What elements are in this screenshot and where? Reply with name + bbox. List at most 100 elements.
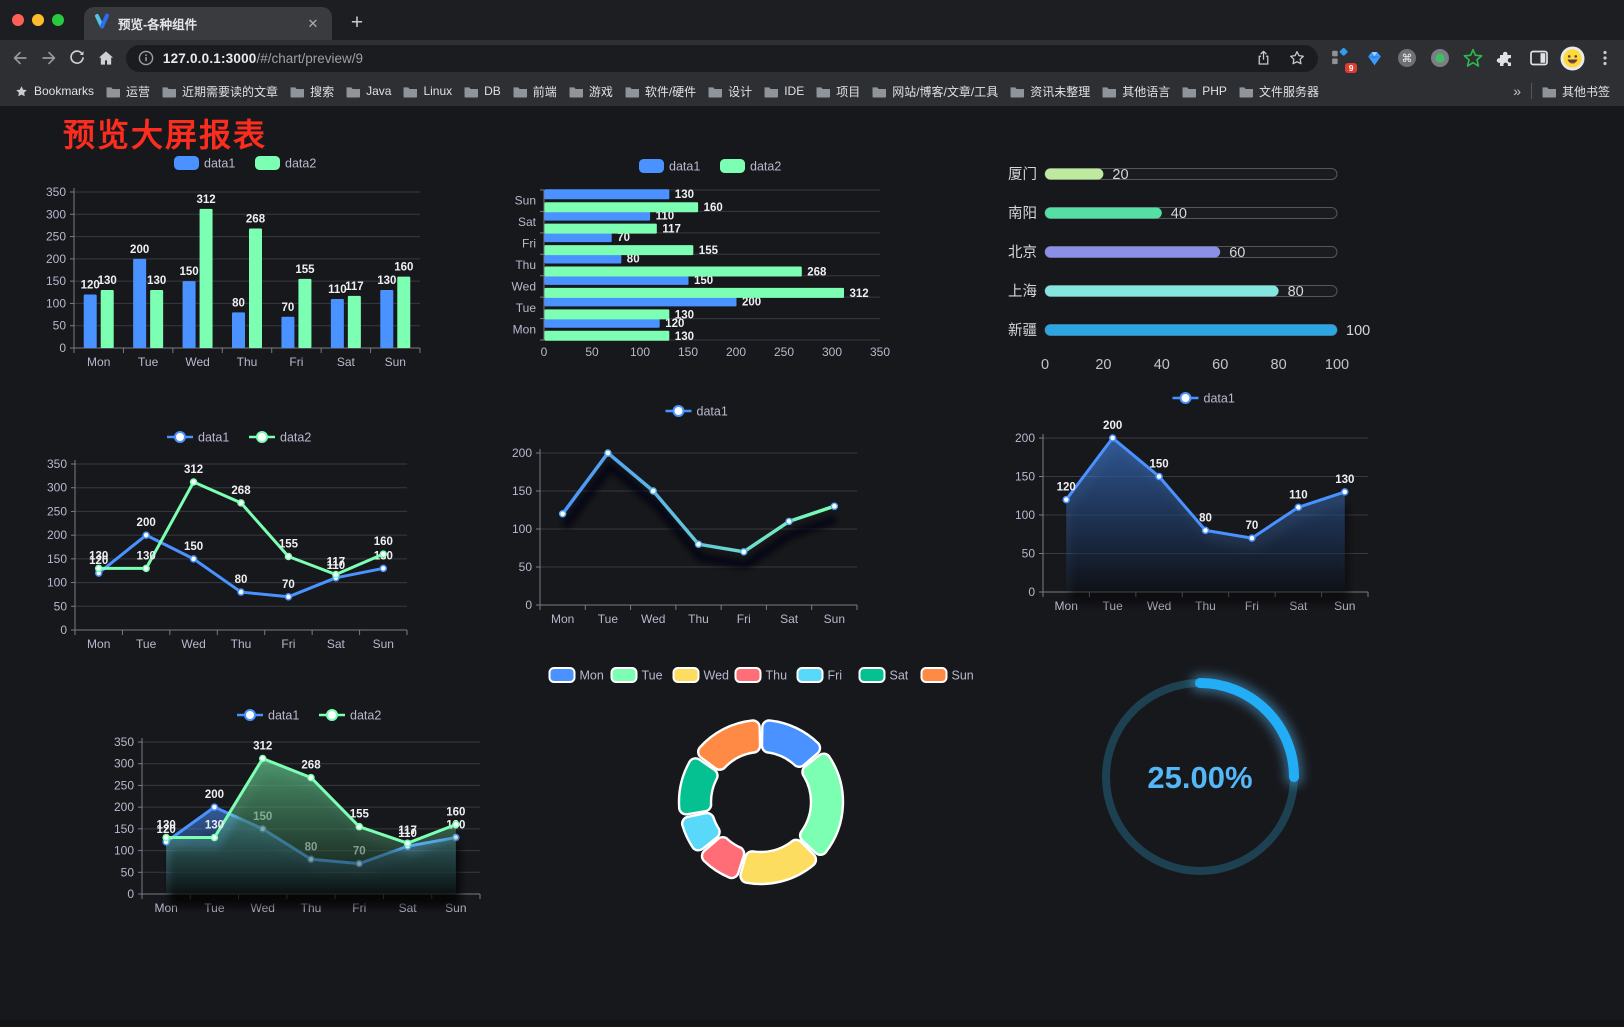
svg-text:300: 300 bbox=[114, 757, 134, 771]
chart-gradient-line[interactable]: data1 0 50 100 150 200 Mon Tue Wed Thu Fri Sat Sun bbox=[505, 399, 885, 631]
chart-donut-pie[interactable]: Mon Tue Wed Thu Fri Sat Sun bbox=[546, 660, 976, 896]
bookmarks-overflow-chevron[interactable]: » bbox=[1513, 83, 1521, 99]
chart-grouped-bar[interactable]: data1 data2 0 50 100 150 200 250 300 350 Mon Tue Wed… bbox=[42, 150, 442, 372]
svg-text:Fri: Fri bbox=[522, 237, 536, 251]
chart-gauge-progress[interactable]: 25.00% bbox=[1094, 671, 1306, 883]
bookmark-folder[interactable]: 资讯未整理 bbox=[1010, 83, 1090, 100]
folder-icon bbox=[625, 86, 639, 98]
svg-text:Tue: Tue bbox=[598, 612, 619, 626]
extensions-puzzle-icon[interactable] bbox=[1493, 45, 1519, 71]
share-icon[interactable] bbox=[1255, 49, 1272, 67]
bookmark-folder[interactable]: 设计 bbox=[708, 83, 752, 100]
svg-text:100: 100 bbox=[630, 345, 650, 359]
folder-icon bbox=[1102, 86, 1117, 98]
svg-text:80: 80 bbox=[1199, 512, 1212, 524]
bookmark-folder-label: 项目 bbox=[836, 84, 861, 99]
address-bar[interactable]: 127.0.0.1:3000/#/chart/preview/9 bbox=[125, 44, 1318, 72]
bookmarks-manager-label: Bookmarks bbox=[34, 84, 95, 98]
svg-text:80: 80 bbox=[1288, 284, 1304, 300]
svg-text:130: 130 bbox=[675, 309, 694, 321]
bookmark-folder[interactable]: DB bbox=[464, 84, 501, 98]
folder-icon bbox=[1542, 86, 1556, 98]
svg-text:110: 110 bbox=[327, 560, 346, 572]
svg-text:60: 60 bbox=[1229, 245, 1245, 261]
bookmark-folder[interactable]: Java bbox=[346, 84, 391, 98]
svg-text:80: 80 bbox=[235, 574, 248, 586]
svg-text:100: 100 bbox=[1015, 508, 1035, 522]
bookmark-folder-label: 设计 bbox=[728, 84, 753, 99]
svg-text:50: 50 bbox=[1022, 547, 1036, 561]
svg-text:Fri: Fri bbox=[737, 612, 751, 626]
tab-close-icon[interactable]: ✕ bbox=[307, 15, 319, 31]
chart-area-two-series[interactable]: data1 data2 0 50 100 150 200 250 300 350 Mon Tue Wed… bbox=[96, 686, 494, 918]
svg-text:Tue: Tue bbox=[136, 637, 157, 651]
command-extension-icon[interactable]: ⌘ bbox=[1394, 45, 1420, 71]
browser-tab[interactable]: 预览-各种组件 ✕ bbox=[84, 7, 332, 40]
svg-text:80: 80 bbox=[232, 297, 245, 309]
bookmark-folder[interactable]: 运营 bbox=[106, 83, 150, 100]
svg-text:50: 50 bbox=[53, 319, 67, 333]
svg-text:200: 200 bbox=[114, 800, 134, 814]
svg-text:Wed: Wed bbox=[185, 355, 209, 369]
home-icon[interactable] bbox=[91, 44, 119, 73]
new-tab-button[interactable]: + bbox=[350, 11, 364, 34]
minimize-window-button[interactable] bbox=[32, 14, 44, 26]
reload-icon[interactable] bbox=[63, 44, 91, 73]
svg-text:0: 0 bbox=[127, 887, 134, 901]
svg-text:Thu: Thu bbox=[231, 637, 252, 651]
svg-text:25.00%: 25.00% bbox=[1147, 760, 1252, 795]
bookmark-folder[interactable]: 网站/博客/文章/工具 bbox=[872, 83, 998, 100]
chart-two-series-line[interactable]: data1 data2 0 50 100 150 200 250 300 350 Mon Tue Wed… bbox=[35, 424, 433, 658]
side-panel-icon[interactable] bbox=[1526, 45, 1552, 71]
bookmark-folder-label: IDE bbox=[784, 84, 805, 98]
svg-text:250: 250 bbox=[46, 230, 66, 244]
green-star-extension-icon[interactable] bbox=[1460, 45, 1486, 71]
bookmark-folder[interactable]: 前端 bbox=[513, 83, 557, 100]
svg-text:117: 117 bbox=[662, 224, 681, 236]
bookmark-folder[interactable]: 搜索 bbox=[290, 83, 334, 100]
zoom-window-button[interactable] bbox=[52, 14, 64, 26]
extension-grid-icon[interactable]: 9 bbox=[1328, 45, 1357, 73]
bookmark-folder-label: PHP bbox=[1202, 84, 1227, 98]
bookmark-folder-label: 网站/博客/文章/工具 bbox=[892, 84, 999, 99]
svg-text:Sat: Sat bbox=[518, 215, 537, 229]
bookmark-folder[interactable]: IDE bbox=[764, 84, 804, 98]
close-window-button[interactable] bbox=[12, 14, 24, 26]
svg-text:200: 200 bbox=[512, 446, 532, 460]
forward-icon[interactable] bbox=[34, 44, 62, 73]
bookmark-folder[interactable]: 文件服务器 bbox=[1239, 83, 1319, 100]
bookmark-folder[interactable]: 游戏 bbox=[569, 83, 613, 100]
bookmark-folder[interactable]: Linux bbox=[403, 84, 452, 98]
svg-text:50: 50 bbox=[585, 345, 599, 359]
site-info-icon[interactable] bbox=[138, 50, 154, 66]
bookmark-folder[interactable]: 其他语言 bbox=[1102, 83, 1170, 100]
back-icon[interactable] bbox=[6, 44, 34, 73]
bookmark-star-icon[interactable] bbox=[1288, 49, 1306, 67]
bookmark-folder[interactable]: 软件/硬件 bbox=[625, 83, 696, 100]
record-dot-extension-icon[interactable] bbox=[1427, 45, 1453, 71]
other-bookmarks-item[interactable]: 其他书签 bbox=[1542, 83, 1610, 100]
chart-area-single[interactable]: data1 0 50 100 150 200 Mon Tue Wed Thu Fri Sat Sun 12… bbox=[988, 387, 1380, 617]
page-bottom-edge bbox=[0, 1020, 1624, 1027]
bookmark-folder[interactable]: 项目 bbox=[816, 83, 860, 100]
svg-text:250: 250 bbox=[114, 778, 134, 792]
svg-text:155: 155 bbox=[295, 264, 315, 276]
browser-menu-icon[interactable] bbox=[1592, 45, 1618, 71]
svg-text:0: 0 bbox=[541, 345, 548, 359]
gem-extension-icon[interactable] bbox=[1361, 45, 1387, 71]
svg-text:268: 268 bbox=[301, 760, 321, 772]
svg-text:120: 120 bbox=[81, 280, 100, 292]
folder-icon bbox=[106, 86, 121, 98]
bookmarks-manager-item[interactable]: Bookmarks bbox=[14, 84, 94, 99]
bookmark-folder[interactable]: 近期需要读的文章 bbox=[162, 83, 278, 100]
profile-avatar[interactable] bbox=[1559, 45, 1585, 71]
chart-city-progress-bars[interactable]: 厦门 20 南阳 40 北京 60 上海 80 新疆 100 0 20 40 60 80 100 bbox=[995, 150, 1370, 388]
svg-text:130: 130 bbox=[675, 189, 694, 201]
bookmark-folder-label: 软件/硬件 bbox=[644, 84, 697, 99]
svg-text:data1: data1 bbox=[204, 156, 235, 170]
svg-text:200: 200 bbox=[1015, 431, 1035, 445]
svg-text:130: 130 bbox=[98, 275, 117, 287]
chart-horizontal-bar[interactable]: data1 data2 Sun Sat Fri Thu Wed Tue Mon 0 50 100 150… bbox=[506, 150, 890, 372]
bookmark-folder[interactable]: PHP bbox=[1182, 84, 1227, 98]
svg-text:20: 20 bbox=[1095, 357, 1111, 373]
